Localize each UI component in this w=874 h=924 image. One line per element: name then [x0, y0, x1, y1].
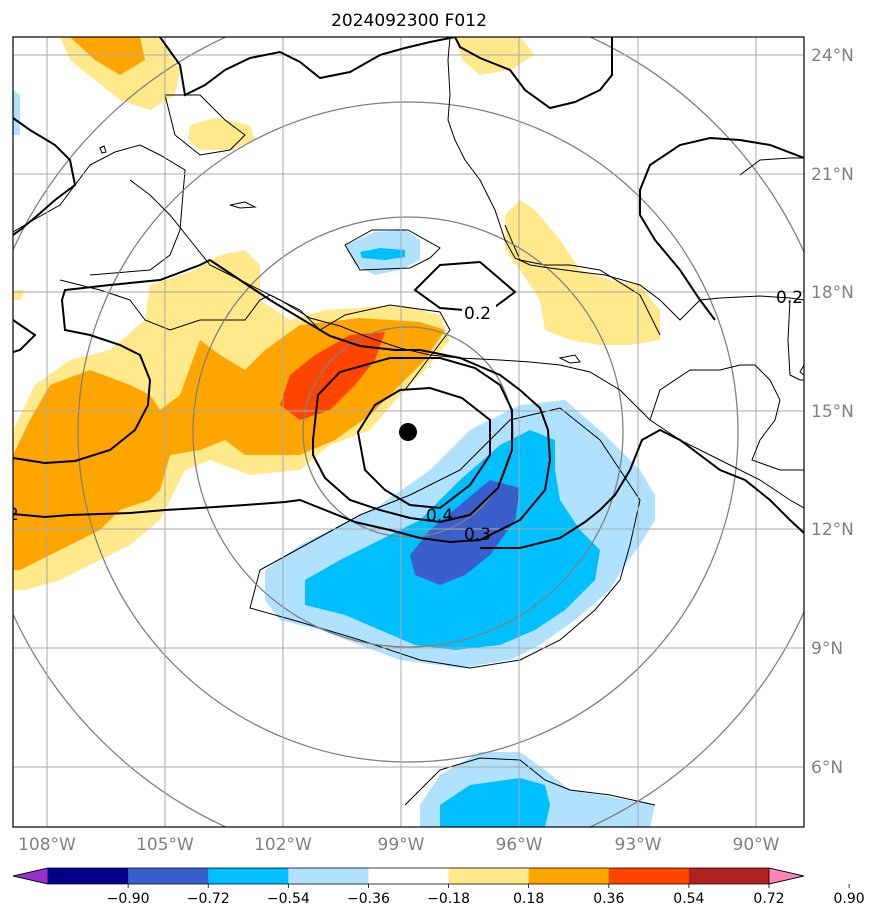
islet-3	[799, 364, 804, 376]
colorbar-tick-label: 0.36	[593, 891, 624, 907]
colorbar-tick-label: 0.54	[673, 891, 704, 907]
positive-shading	[13, 37, 660, 590]
contour-0.2-west	[13, 258, 552, 544]
map-frame	[12, 36, 805, 828]
yucatan	[659, 295, 804, 321]
lat-label-12n: 12°N	[811, 520, 854, 540]
colorbar-tick-label: 0.18	[513, 891, 544, 907]
contour-label-0.3: 0.3	[464, 525, 491, 545]
colorbar-tick-label: 0.72	[753, 891, 784, 907]
lat-label-9n: 9°N	[811, 639, 843, 659]
colorbar-swatch	[688, 868, 770, 884]
storm-center-marker	[399, 423, 417, 441]
colorbar-swatch	[208, 868, 289, 884]
islet-2	[558, 354, 581, 364]
colorbar: −0.90 −0.72 −0.54 −0.36 −0.18 0.18 0.36 0.54 0.7…	[12, 867, 865, 907]
lat-label-6n: 6°N	[811, 758, 843, 778]
contour-east	[480, 428, 804, 549]
contour-label-west: 2	[8, 505, 19, 525]
colorbar-outline	[12, 867, 805, 885]
colorbar-tick-label: −0.36	[347, 891, 390, 907]
contour-0.2-ne	[413, 260, 517, 314]
lon-label-90w: 90°W	[733, 835, 780, 855]
lon-label-105w: 105°W	[136, 835, 194, 855]
range-ring-2	[192, 216, 624, 648]
colorbar-tick-label: 0.90	[834, 891, 865, 907]
lon-label-93w: 93°W	[615, 835, 662, 855]
shade-red-core	[280, 332, 385, 420]
thick-contours	[13, 37, 804, 549]
colorbar-swatch	[368, 868, 450, 884]
shade-orange-nw	[70, 37, 145, 75]
contour-0.4	[356, 386, 491, 510]
colorbar-swatch	[448, 868, 530, 884]
contour-nw	[159, 37, 456, 97]
shade-royalblue-core	[410, 480, 520, 585]
contour-w2	[13, 319, 37, 353]
colorbar-swatch	[48, 868, 129, 884]
lon-label-108w: 108°W	[18, 835, 76, 855]
colorbar-tick-label: −0.72	[187, 891, 230, 907]
map-title: 2024092300 F012	[331, 11, 487, 31]
lon-label-96w: 96°W	[496, 835, 543, 855]
contour-ne	[639, 136, 804, 321]
colorbar-tick-label: −0.90	[107, 891, 150, 907]
lat-label-15n: 15°N	[811, 402, 854, 422]
contour-n	[454, 37, 613, 110]
gulf-coast	[447, 37, 661, 301]
baja-tip	[229, 201, 257, 209]
colorbar-swatch	[528, 868, 610, 884]
colorbar-tick-label: −0.18	[427, 891, 470, 907]
shade-blue-south	[440, 778, 550, 827]
central-america	[649, 364, 804, 471]
colorbar-swatch	[128, 868, 209, 884]
colorbar-extend-min	[12, 867, 49, 885]
contour-label-0.4: 0.4	[426, 506, 453, 526]
contour-label-0.2: 0.2	[464, 304, 491, 324]
islet	[99, 145, 107, 154]
lat-lon-grid	[13, 37, 804, 827]
latitude-labels: 24°N 21°N 18°N 15°N 12°N 9°N 6°N	[811, 46, 854, 778]
lon-label-99w: 99°W	[378, 835, 425, 855]
shade-yellow-top	[455, 37, 535, 75]
negative-shading	[13, 90, 655, 827]
yucatan-east	[787, 299, 804, 381]
map-area: 0.2 0.4 0.3 0.2 2	[8, 37, 804, 827]
contour-w	[13, 117, 77, 236]
shade-blue-small	[360, 248, 405, 260]
shade-lightblue-edge	[13, 90, 20, 135]
colorbar-swatch	[288, 868, 369, 884]
cuba	[739, 157, 804, 176]
contour-label-0.2-east: 0.2	[776, 288, 803, 308]
colorbar-extend-max	[768, 867, 805, 885]
contour-0.3	[312, 357, 513, 524]
colorbar-tick-label: −0.54	[267, 891, 310, 907]
lat-label-18n: 18°N	[811, 283, 854, 303]
longitude-labels: 108°W 105°W 102°W 99°W 96°W 93°W 90°W	[18, 835, 780, 855]
lat-label-21n: 21°N	[811, 165, 854, 185]
colorbar-swatch	[608, 868, 690, 884]
range-ring-3	[77, 101, 739, 763]
lat-label-24n: 24°N	[811, 46, 854, 66]
contour-labels: 0.2 0.4 0.3 0.2 2	[8, 288, 803, 545]
lon-label-102w: 102°W	[254, 835, 312, 855]
